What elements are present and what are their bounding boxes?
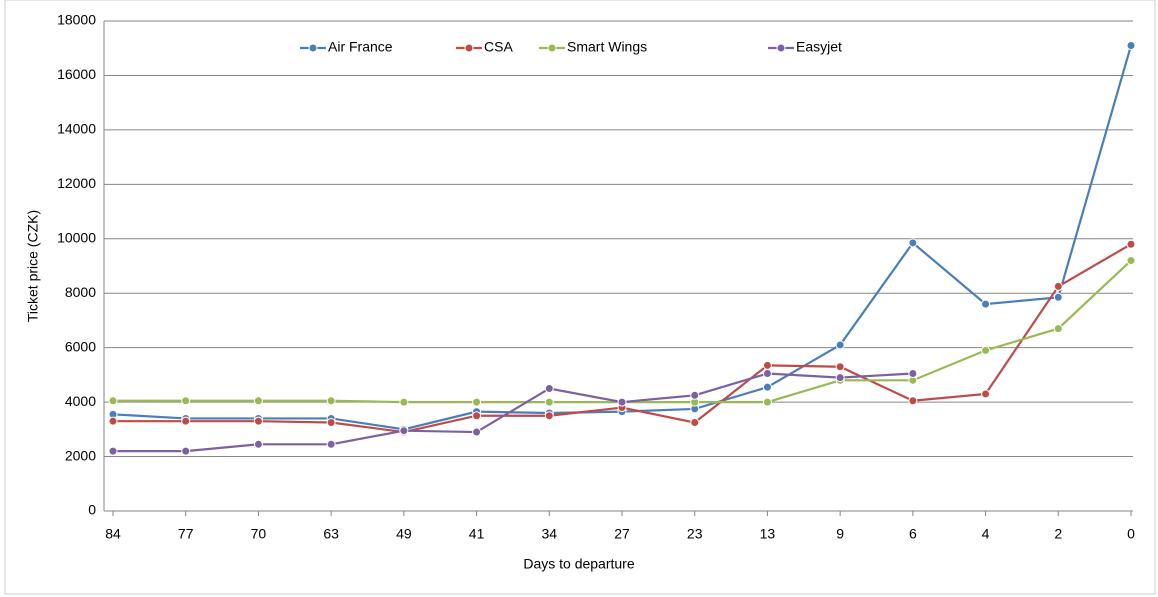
y-tick-label: 16000	[57, 66, 96, 82]
data-point	[762, 382, 772, 392]
y-tick-label: 18000	[57, 12, 96, 28]
y-axis-label: Ticket price (CZK)	[25, 210, 41, 322]
x-tick-label: 4	[982, 526, 990, 542]
y-tick-label: 6000	[65, 338, 96, 354]
y-tick-label: 12000	[57, 175, 96, 191]
x-tick-label: 9	[836, 526, 844, 542]
data-point	[835, 373, 845, 383]
data-point	[1126, 256, 1136, 266]
x-tick-label: 63	[323, 526, 339, 542]
data-point	[544, 411, 554, 421]
data-point	[544, 384, 554, 393]
data-point	[908, 238, 918, 248]
data-point	[181, 446, 191, 456]
x-tick-label: 49	[396, 526, 412, 542]
data-point	[762, 360, 772, 370]
data-point	[253, 416, 263, 426]
legend-label: Air France	[328, 39, 393, 55]
data-point	[1126, 239, 1136, 249]
data-point	[1053, 292, 1063, 302]
data-point	[326, 418, 336, 428]
data-point	[472, 427, 482, 437]
data-point	[981, 299, 991, 309]
x-axis-label: Days to departure	[523, 556, 634, 572]
data-point	[690, 418, 700, 428]
data-point	[762, 369, 772, 379]
legend-marker	[547, 43, 557, 53]
x-tick-label: 2	[1054, 526, 1062, 542]
data-point	[981, 389, 991, 399]
y-tick-label: 8000	[65, 284, 96, 300]
y-tick-label: 14000	[57, 121, 96, 137]
legend-label: Smart Wings	[567, 39, 647, 55]
data-point	[690, 390, 700, 400]
y-tick-label: 0	[88, 502, 96, 518]
data-point	[762, 397, 772, 407]
y-tick-label: 4000	[65, 393, 96, 409]
data-point	[981, 345, 991, 355]
data-point	[399, 397, 409, 407]
y-tick-label: 2000	[65, 447, 96, 463]
x-tick-label: 70	[251, 526, 267, 542]
x-tick-label: 34	[541, 526, 557, 542]
x-tick-label: 6	[909, 526, 917, 542]
legend-marker	[308, 43, 318, 53]
data-point	[1053, 324, 1063, 334]
x-tick-label: 77	[178, 526, 194, 542]
data-point	[908, 396, 918, 406]
data-point	[181, 396, 191, 406]
data-point	[253, 439, 263, 449]
data-point	[253, 396, 263, 406]
data-point	[835, 340, 845, 350]
data-point	[1126, 41, 1136, 50]
x-tick-label: 41	[469, 526, 485, 542]
legend-label: CSA	[484, 39, 513, 55]
data-point	[181, 416, 191, 426]
x-tick-label: 0	[1127, 526, 1135, 542]
x-tick-label: 27	[614, 526, 630, 542]
data-point	[1053, 281, 1063, 291]
data-point	[835, 362, 845, 372]
chart-frame	[4, 0, 1156, 595]
data-point	[908, 369, 918, 379]
series-line	[113, 372, 913, 453]
data-point	[544, 397, 554, 407]
data-point	[108, 446, 118, 456]
data-point	[326, 439, 336, 449]
data-point	[472, 411, 482, 421]
data-point	[326, 396, 336, 406]
data-point	[617, 397, 627, 407]
data-point	[472, 397, 482, 407]
legend-marker	[776, 43, 786, 53]
legend-marker	[464, 43, 474, 53]
x-tick-label: 23	[687, 526, 703, 542]
data-point	[399, 426, 409, 436]
y-tick-label: 10000	[57, 229, 96, 245]
legend-label: Easyjet	[796, 39, 842, 55]
data-point	[108, 416, 118, 426]
x-tick-label: 84	[105, 526, 121, 542]
x-tick-label: 13	[760, 526, 776, 542]
data-point	[108, 396, 118, 406]
